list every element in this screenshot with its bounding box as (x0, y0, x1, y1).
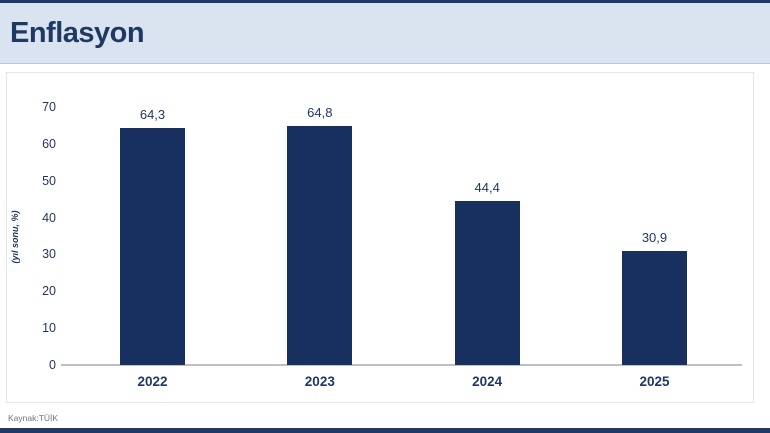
y-tick-label: 10 (42, 321, 56, 336)
slide-header: Enflasyon (0, 3, 770, 64)
y-axis-title: (yıl sonu, %) (10, 210, 20, 264)
bar-value-label: 30,9 (641, 230, 668, 245)
source-note: Kaynak:TÜİK (8, 413, 59, 423)
y-tick-label: 30 (42, 247, 56, 262)
x-tick-label: 2025 (639, 374, 670, 389)
bar-2025 (621, 251, 687, 365)
bar-value-label: 44,4 (474, 180, 500, 195)
y-tick-label: 50 (42, 173, 56, 188)
bottom-accent-bar (0, 428, 770, 433)
x-tick-label: 2024 (472, 374, 503, 389)
y-tick-label: 40 (42, 210, 56, 225)
x-axis-line (61, 364, 742, 366)
y-tick-label: 0 (49, 358, 56, 372)
bar-value-label: 64,3 (139, 107, 166, 122)
x-tick-label: 2023 (304, 374, 335, 389)
bar-2023 (287, 126, 353, 365)
y-tick-label: 20 (42, 284, 56, 299)
bar-2022 (120, 128, 185, 365)
top-accent-line (0, 0, 770, 3)
x-tick-label: 2022 (137, 374, 168, 389)
bar-value-label: 64,8 (307, 105, 333, 120)
page-title: Enflasyon (10, 16, 145, 49)
bar-2024 (454, 201, 520, 365)
y-tick-label: 70 (42, 100, 56, 114)
y-tick-label: 60 (42, 136, 56, 151)
